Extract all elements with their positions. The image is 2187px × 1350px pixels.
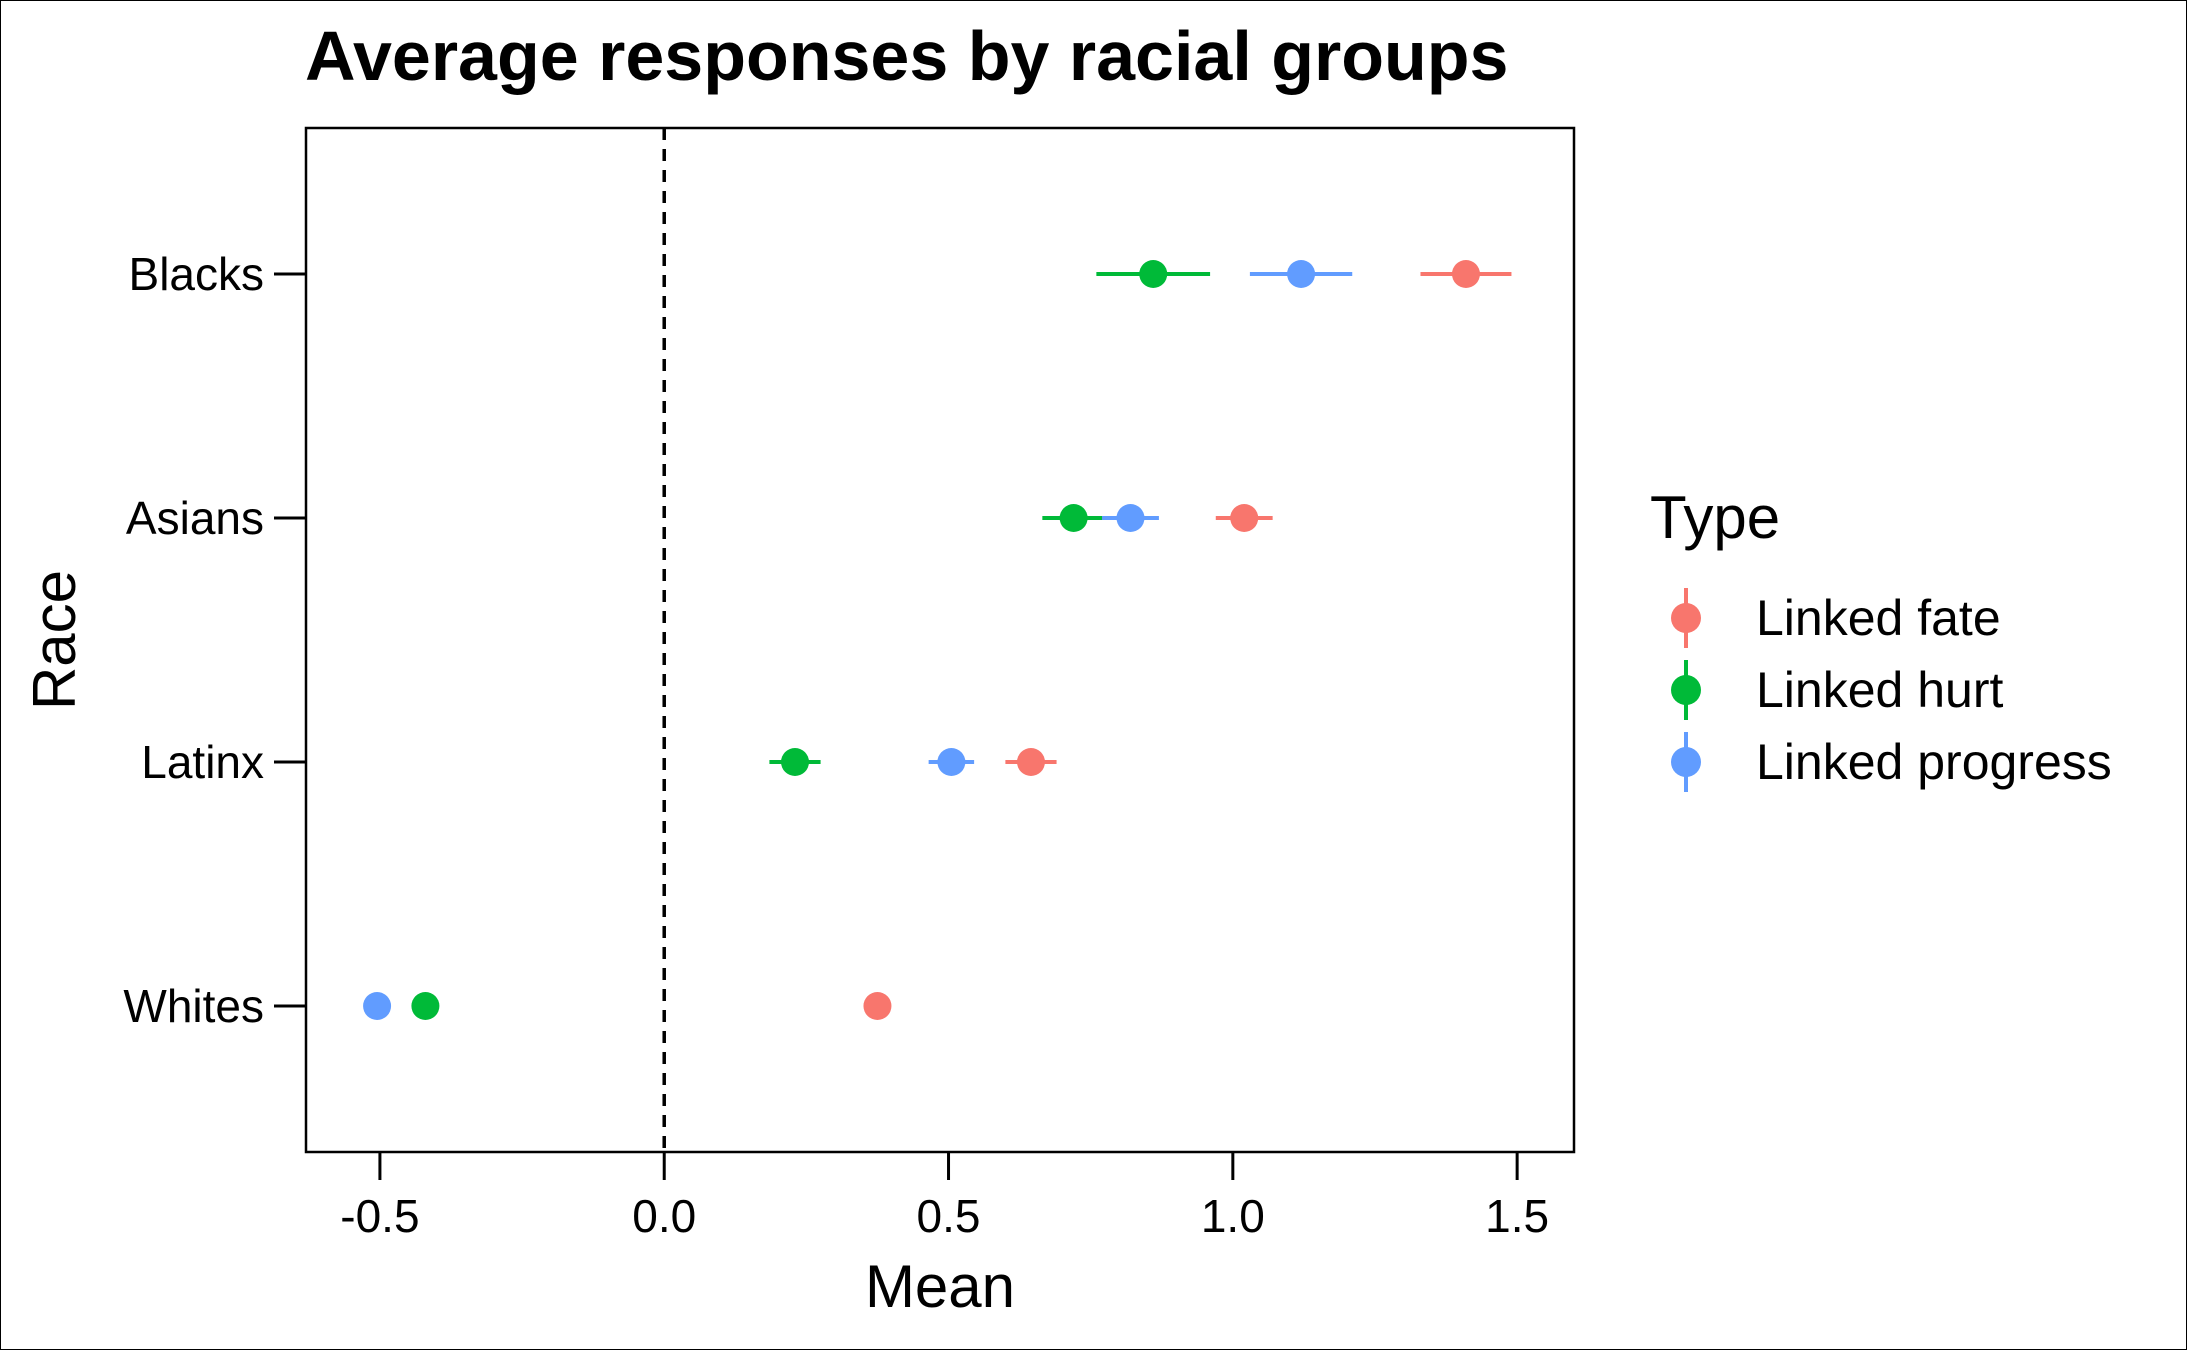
point-linked-fate-asians [1230,504,1259,532]
x-tick-label-2: 0.5 [917,1190,981,1242]
x-tick-label-0: -0.5 [340,1190,419,1242]
legend-label-linked-fate: Linked fate [1756,590,2001,646]
point-linked-progress-asians [1116,504,1145,532]
point-linked-fate-latinx [1016,748,1045,776]
point-linked-hurt-whites [411,992,440,1020]
legend-key-point-linked-progress [1671,747,1701,777]
legend-key-point-linked-hurt [1671,675,1701,705]
series-linked-hurt [411,260,1211,1020]
point-linked-hurt-asians [1059,504,1088,532]
legend-item-linked-fate: Linked fate [1671,588,2001,648]
legend-label-linked-hurt: Linked hurt [1756,662,2003,718]
y-tick-label-blacks: Blacks [129,248,264,300]
chart-title: Average responses by racial groups [305,17,1508,95]
point-linked-fate-blacks [1451,260,1480,288]
point-linked-progress-latinx [937,748,966,776]
x-tick-label-1: 0.0 [632,1190,696,1242]
point-linked-hurt-blacks [1139,260,1168,288]
point-linked-progress-blacks [1287,260,1316,288]
legend-label-linked-progress: Linked progress [1756,734,2112,790]
x-tick-label-3: 1.0 [1201,1190,1265,1242]
legend-title: Type [1650,484,1780,551]
y-tick-label-latinx: Latinx [141,736,264,788]
legend-item-linked-hurt: Linked hurt [1671,660,2003,720]
y-axis-title: Race [21,570,88,710]
legend-key-point-linked-fate [1671,603,1701,633]
y-tick-label-whites: Whites [123,980,264,1032]
series-linked-fate [863,260,1512,1020]
x-axis-title: Mean [865,1253,1015,1320]
legend: Type Linked fate Linked hurt Linked progre… [1650,484,2112,792]
point-linked-hurt-latinx [781,748,810,776]
series-linked-progress [363,260,1353,1020]
x-tick-label-4: 1.5 [1485,1190,1549,1242]
point-linked-progress-whites [363,992,392,1020]
plot-panel [304,126,1576,1154]
legend-item-linked-progress: Linked progress [1671,732,2112,792]
point-linked-fate-whites [863,992,892,1020]
y-tick-label-asians: Asians [126,492,264,544]
